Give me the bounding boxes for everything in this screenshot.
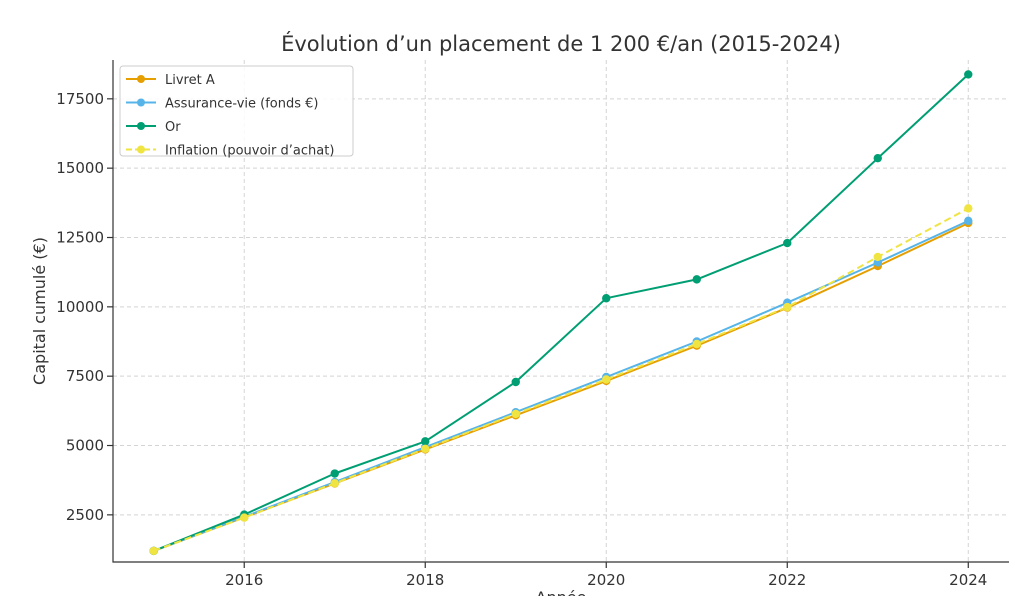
axes: 2016 2018 2020 2022 2024 2500 5000 7500 10000 125… xyxy=(56,60,1009,589)
series-line-inflation-pouvoir-d-achat xyxy=(153,207,969,552)
legend-swatch-marker xyxy=(137,145,145,154)
data-point-or xyxy=(964,70,973,79)
x-axis-label: Année xyxy=(536,588,587,596)
x-tick-label: 2024 xyxy=(949,571,987,589)
data-point-inflation-pouvoir-d-achat xyxy=(783,302,792,312)
data-point-inflation-pouvoir-d-achat xyxy=(421,444,430,454)
data-point-inflation-pouvoir-d-achat xyxy=(240,513,249,522)
data-point-or xyxy=(602,294,611,303)
y-tick-label: 10000 xyxy=(56,298,104,316)
series-assurance-vie-fonds xyxy=(149,216,973,556)
series-line-livret-a xyxy=(153,222,969,552)
data-point-inflation-pouvoir-d-achat xyxy=(149,546,158,556)
data-point-inflation-pouvoir-d-achat xyxy=(511,409,520,419)
axis-spines xyxy=(112,60,1009,563)
legend-label: Livret A xyxy=(165,73,215,88)
y-tick-label: 7500 xyxy=(66,367,104,385)
data-point-inflation-pouvoir-d-achat xyxy=(873,252,882,262)
legend-item: Assurance-vie (fonds €) xyxy=(126,97,319,112)
data-point-inflation-pouvoir-d-achat xyxy=(330,479,339,488)
legend-label: Assurance-vie (fonds €) xyxy=(165,97,319,112)
legend: Livret A Assurance-vie (fonds €) Or Inflati… xyxy=(119,65,354,159)
legend-item: Or xyxy=(126,120,181,135)
data-point-or xyxy=(692,275,701,284)
data-point-or xyxy=(421,437,430,446)
legend-box xyxy=(119,65,354,157)
data-point-or xyxy=(873,153,882,163)
legend-swatch-marker xyxy=(137,122,145,130)
legend-label: Or xyxy=(165,120,181,135)
y-tick-label: 2500 xyxy=(66,506,104,524)
y-tick-label: 17500 xyxy=(56,90,104,108)
x-tick-label: 2018 xyxy=(406,571,444,589)
legend-swatch-marker xyxy=(137,98,145,107)
x-tick-label: 2020 xyxy=(587,571,625,589)
series-line-assurance-vie-fonds xyxy=(153,219,969,552)
data-point-or xyxy=(511,377,520,387)
series-inflation-pouvoir-d-achat xyxy=(149,204,973,556)
y-tick-label: 12500 xyxy=(56,229,104,247)
series-livret-a xyxy=(149,218,973,556)
data-point-assurance-vie-fonds xyxy=(964,216,973,226)
y-tick-label: 5000 xyxy=(66,437,104,455)
x-tick-label: 2016 xyxy=(225,571,263,589)
series-line-or xyxy=(153,73,969,552)
y-tick-label: 15000 xyxy=(56,159,104,177)
data-point-inflation-pouvoir-d-achat xyxy=(602,375,611,384)
chart-title: Évolution d’un placement de 1 200 €/an (… xyxy=(281,31,841,56)
legend-item: Livret A xyxy=(126,73,215,88)
y-axis-label: Capital cumulé (€) xyxy=(30,237,49,385)
legend-item: Inflation (pouvoir d’achat) xyxy=(126,144,334,159)
legend-label: Inflation (pouvoir d’achat) xyxy=(165,144,334,159)
x-tick-label: 2022 xyxy=(768,571,806,589)
data-point-or xyxy=(330,469,339,478)
legend-swatch-marker xyxy=(137,75,145,83)
data-point-inflation-pouvoir-d-achat xyxy=(964,204,973,213)
data-point-or xyxy=(783,238,792,248)
series-lines xyxy=(149,70,973,556)
data-point-inflation-pouvoir-d-achat xyxy=(692,339,701,349)
